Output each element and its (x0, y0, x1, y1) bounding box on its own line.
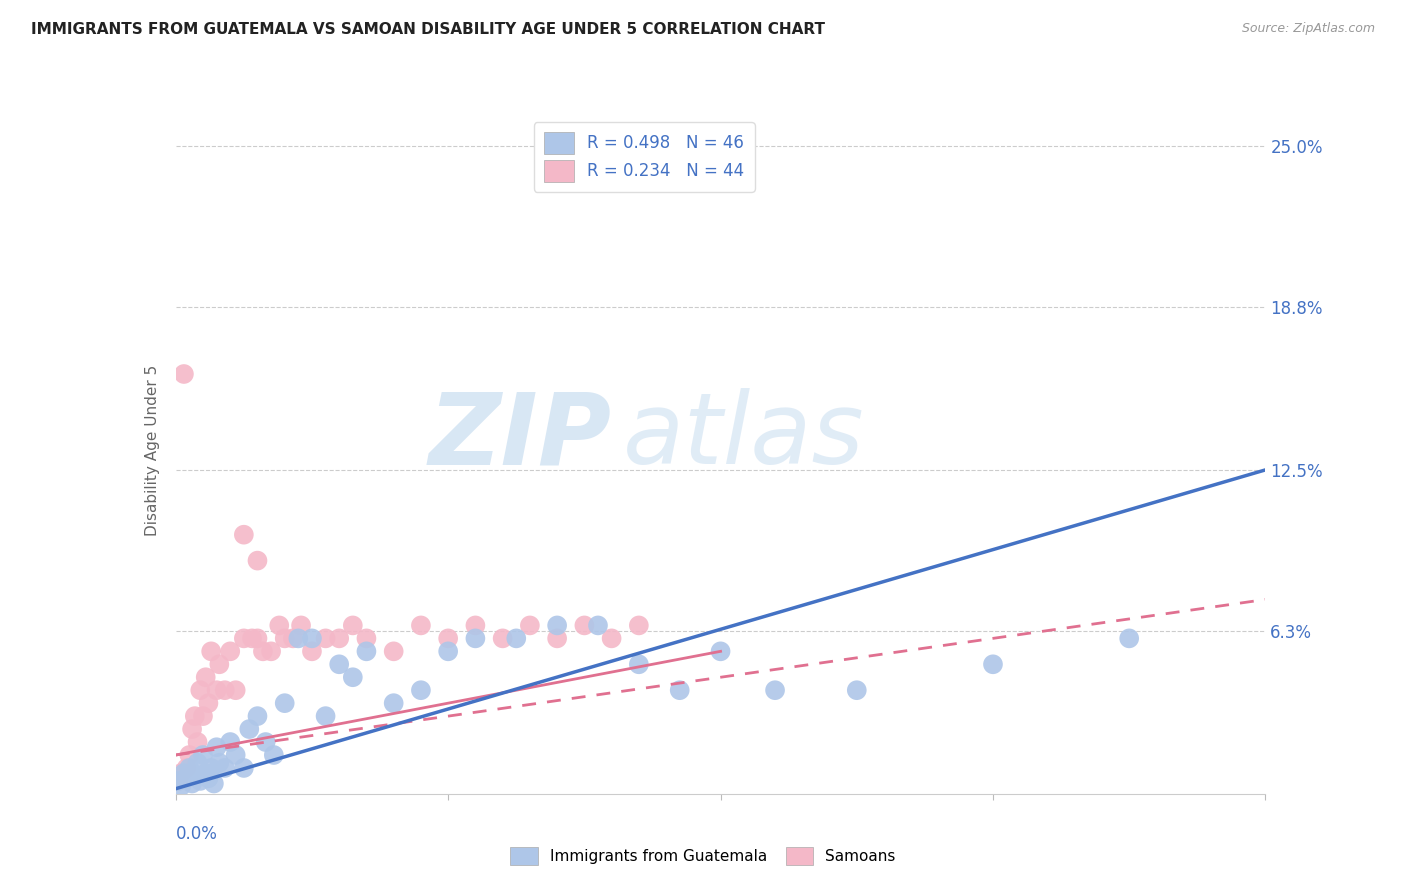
Point (437, 632, 460, 646)
Point (574, 618, 596, 632)
Point (342, 618, 364, 632)
Point (845, 683, 868, 698)
Point (600, 632, 623, 646)
Text: Source: ZipAtlas.com: Source: ZipAtlas.com (1241, 22, 1375, 36)
Point (202, 776, 225, 790)
Text: IMMIGRANTS FROM GUATEMALA VS SAMOAN DISABILITY AGE UNDER 5 CORRELATION CHART: IMMIGRANTS FROM GUATEMALA VS SAMOAN DISA… (31, 22, 825, 37)
Point (627, 618, 650, 632)
Point (173, 367, 195, 381)
Text: ZIP: ZIP (429, 388, 612, 485)
Point (197, 772, 219, 786)
Point (763, 683, 786, 698)
Point (167, 773, 190, 788)
Point (505, 632, 527, 646)
Point (382, 644, 405, 658)
Point (170, 766, 193, 780)
Text: atlas: atlas (623, 388, 865, 485)
Point (382, 696, 405, 710)
Y-axis label: Disability Age Under 5: Disability Age Under 5 (145, 365, 160, 536)
Point (263, 747, 285, 762)
Point (197, 696, 219, 710)
Point (188, 683, 211, 698)
Legend: Immigrants from Guatemala, Samoans: Immigrants from Guatemala, Samoans (505, 841, 901, 871)
Point (290, 618, 312, 632)
Point (184, 769, 207, 783)
Point (287, 632, 309, 646)
Point (191, 747, 214, 762)
Point (179, 747, 201, 762)
Point (188, 773, 211, 788)
Point (176, 772, 198, 786)
Point (232, 761, 254, 775)
Point (301, 644, 323, 658)
Point (219, 735, 242, 749)
Point (356, 632, 378, 646)
Point (186, 735, 209, 749)
Point (225, 683, 247, 698)
Point (208, 657, 231, 672)
Point (246, 632, 269, 646)
Point (176, 761, 198, 775)
Point (170, 779, 193, 793)
Point (546, 618, 568, 632)
Point (981, 657, 1004, 672)
Point (1118, 632, 1140, 646)
Point (437, 644, 460, 658)
Point (409, 683, 432, 698)
Point (194, 670, 217, 684)
Text: 0.0%: 0.0% (176, 825, 218, 843)
Point (409, 618, 432, 632)
Point (214, 683, 236, 698)
Point (464, 618, 486, 632)
Point (328, 657, 350, 672)
Point (281, 632, 304, 646)
Point (246, 709, 269, 723)
Point (546, 632, 568, 646)
Point (586, 618, 609, 632)
Point (194, 766, 217, 780)
Point (464, 632, 486, 646)
Point (200, 644, 222, 658)
Point (710, 644, 733, 658)
Point (208, 756, 231, 770)
Point (219, 644, 242, 658)
Point (274, 696, 297, 710)
Point (260, 644, 283, 658)
Point (232, 527, 254, 541)
Point (274, 632, 297, 646)
Point (269, 618, 291, 632)
Point (232, 632, 254, 646)
Point (254, 735, 277, 749)
Point (315, 709, 337, 723)
Point (328, 632, 350, 646)
Point (173, 766, 195, 780)
Point (200, 761, 222, 775)
Point (205, 683, 228, 698)
Point (184, 709, 207, 723)
Point (315, 632, 337, 646)
Point (238, 722, 260, 736)
Point (301, 632, 323, 646)
Point (167, 773, 190, 788)
Point (492, 632, 515, 646)
Point (181, 776, 204, 790)
Point (205, 740, 228, 755)
Point (356, 644, 378, 658)
Point (519, 618, 541, 632)
Point (191, 709, 214, 723)
Point (627, 657, 650, 672)
Point (181, 722, 204, 736)
Point (179, 761, 201, 775)
Point (225, 747, 247, 762)
Point (668, 683, 690, 698)
Legend: R = 0.498   N = 46, R = 0.234   N = 44: R = 0.498 N = 46, R = 0.234 N = 44 (534, 122, 755, 192)
Point (240, 632, 263, 646)
Point (246, 553, 269, 567)
Point (186, 756, 209, 770)
Point (214, 761, 236, 775)
Point (342, 670, 364, 684)
Point (252, 644, 274, 658)
